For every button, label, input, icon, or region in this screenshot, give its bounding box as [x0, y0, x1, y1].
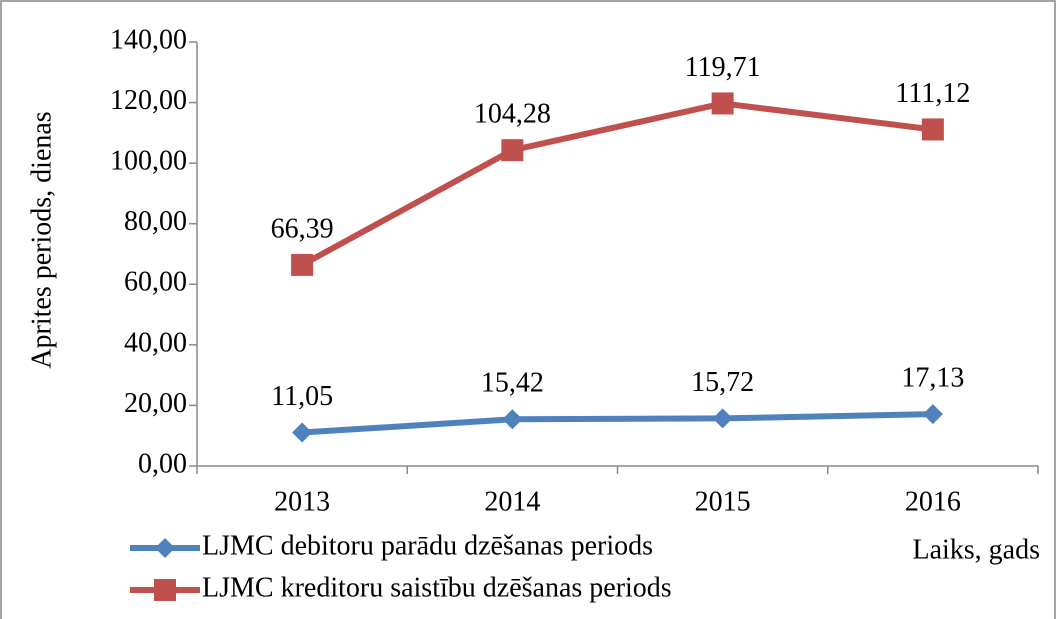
data-point [292, 422, 313, 443]
x-tick-label: 2015 [695, 486, 751, 517]
data-point [291, 253, 314, 276]
y-tick-label: 20,00 [124, 388, 187, 419]
data-label: 11,05 [271, 381, 333, 412]
legend-label: LJMC kreditoru saistību dzēšanas periods [202, 572, 672, 603]
data-label: 17,13 [901, 363, 964, 394]
data-point [712, 408, 733, 429]
data-point [711, 92, 734, 115]
x-tick-label: 2016 [905, 486, 961, 517]
y-axis-label: Aprites periods, dienas [26, 111, 57, 368]
data-point [922, 404, 943, 425]
data-label: 104,28 [474, 99, 551, 130]
x-axis-label: Laiks, gads [912, 534, 1040, 565]
data-label: 15,42 [481, 368, 544, 399]
legend-marker [154, 579, 176, 601]
data-point [502, 409, 523, 430]
data-point [501, 139, 524, 162]
data-label: 15,72 [691, 367, 754, 398]
y-tick-label: 80,00 [124, 206, 187, 237]
data-label: 119,71 [685, 52, 761, 83]
y-tick-label: 120,00 [110, 85, 187, 116]
y-tick-label: 0,00 [138, 448, 187, 479]
y-tick-label: 40,00 [124, 327, 187, 358]
y-tick-label: 140,00 [110, 24, 187, 55]
data-label: 111,12 [895, 78, 970, 109]
data-point [921, 118, 944, 141]
data-label: 66,39 [271, 213, 334, 244]
series-line [301, 411, 933, 436]
y-tick-label: 100,00 [110, 146, 187, 177]
y-tick-label: 60,00 [124, 267, 187, 298]
series-line [300, 100, 934, 268]
legend-marker [155, 538, 175, 558]
legend-label: LJMC debitoru parādu dzēšanas periods [202, 530, 653, 561]
x-tick-label: 2014 [484, 486, 540, 517]
x-tick-label: 2013 [274, 486, 330, 517]
